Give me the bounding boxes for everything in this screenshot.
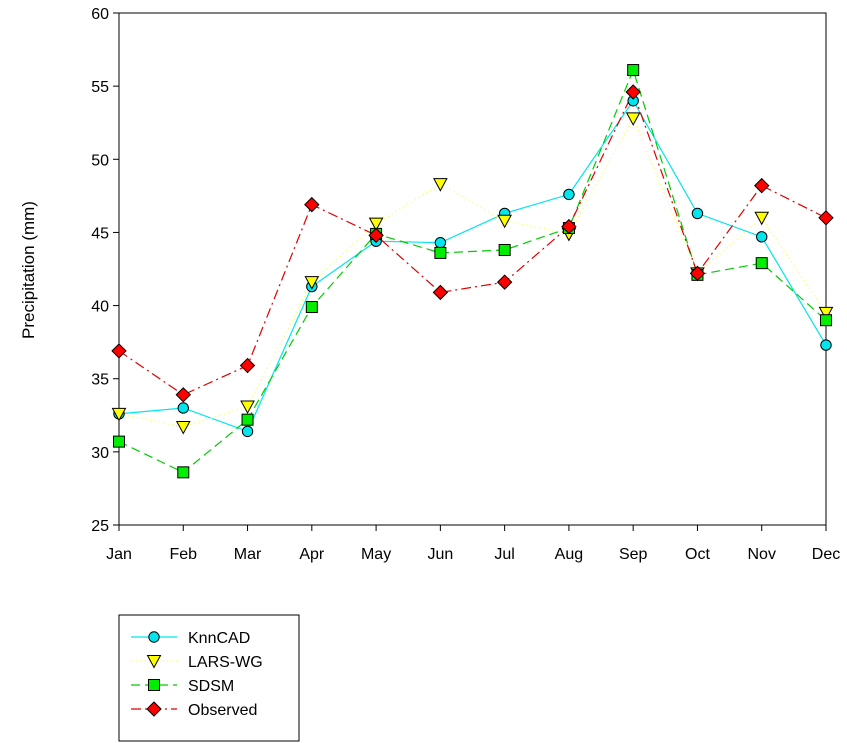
x-tick-label: Jan — [106, 546, 132, 563]
legend-label-sdsm: SDSM — [188, 678, 234, 695]
data-point-sdsm — [241, 413, 254, 426]
x-tick-label: Dec — [812, 546, 840, 563]
y-tick-label: 30 — [91, 445, 109, 462]
data-point-lars-wg — [497, 214, 512, 229]
data-point-sdsm — [627, 64, 640, 77]
legend: KnnCAD LARS-WG SDSM Observed — [118, 614, 300, 742]
data-point-lars-wg — [111, 407, 127, 422]
legend-marker-knncad — [148, 631, 160, 643]
data-point-lars-wg — [240, 400, 255, 415]
x-tick-label: Jun — [427, 546, 453, 563]
x-tick-label: Feb — [169, 546, 197, 563]
x-tick-label: May — [361, 546, 391, 563]
data-point-observed — [818, 210, 834, 226]
data-point-observed — [304, 196, 320, 213]
x-tick-label: Oct — [685, 546, 710, 563]
y-tick-label: 45 — [91, 225, 109, 242]
legend-marker-sdsm — [148, 679, 160, 691]
data-point-observed — [368, 227, 384, 244]
series-markers — [111, 64, 834, 479]
data-point-lars-wg — [368, 217, 384, 232]
data-point-observed — [175, 387, 191, 403]
data-point-observed — [239, 357, 256, 374]
x-tick-label: Jul — [494, 546, 514, 563]
legend-label-lars-wg: LARS-WG — [188, 654, 263, 671]
data-point-lars-wg — [304, 276, 320, 290]
data-point-observed — [625, 84, 641, 100]
data-point-knncad — [434, 236, 447, 249]
x-tick-label: Apr — [299, 546, 325, 563]
x-tick-label: Mar — [234, 546, 262, 563]
legend-label-observed: Observed — [188, 702, 257, 719]
y-tick-label: 50 — [91, 152, 109, 169]
series-line-sdsm — [118, 68, 827, 474]
y-tick-label: 35 — [91, 372, 109, 389]
data-point-lars-wg — [754, 211, 770, 226]
series-lines — [118, 68, 827, 474]
y-tick-label: 60 — [91, 6, 109, 23]
data-point-sdsm — [177, 466, 190, 479]
data-point-knncad — [820, 339, 832, 351]
series-line-knncad — [118, 99, 827, 433]
legend-label-knncad: KnnCAD — [188, 630, 250, 647]
x-tick-label: Aug — [555, 546, 583, 563]
x-tick-label: Nov — [748, 546, 776, 563]
data-point-lars-wg — [625, 112, 641, 126]
data-point-knncad — [177, 402, 189, 414]
data-point-observed — [432, 284, 449, 301]
axes: 25 30 35 40 45 50 55 60 Jan Feb Mar Apr May Jun Jul Aug… — [91, 6, 840, 563]
data-point-lars-wg — [818, 306, 834, 321]
data-point-observed — [111, 343, 127, 359]
data-point-sdsm — [498, 243, 511, 256]
y-tick-label: 55 — [91, 79, 109, 96]
y-tick-label: 25 — [91, 518, 109, 535]
data-point-observed — [689, 265, 706, 282]
plot-frame — [118, 12, 827, 526]
legend-marker-observed — [146, 701, 162, 717]
data-point-observed — [561, 218, 577, 235]
series-line-lars-wg — [118, 116, 827, 428]
data-point-sdsm — [305, 301, 318, 314]
y-tick-label: 40 — [91, 299, 109, 316]
data-point-knncad — [691, 207, 704, 220]
data-point-lars-wg — [433, 178, 448, 192]
data-point-sdsm — [434, 246, 447, 259]
data-point-observed — [754, 177, 770, 194]
x-tick-label: Sep — [619, 546, 648, 563]
data-point-observed — [496, 274, 513, 290]
legend-marker-lars-wg — [146, 655, 162, 669]
data-point-sdsm — [113, 435, 125, 448]
series-line-observed — [118, 90, 827, 396]
data-point-sdsm — [755, 257, 768, 270]
data-point-knncad — [756, 231, 768, 243]
data-point-knncad — [563, 188, 575, 201]
data-point-knncad — [241, 425, 254, 438]
data-point-sdsm — [820, 314, 832, 327]
data-point-lars-wg — [175, 420, 191, 435]
y-axis-label: Precipitation (mm) — [19, 201, 38, 339]
